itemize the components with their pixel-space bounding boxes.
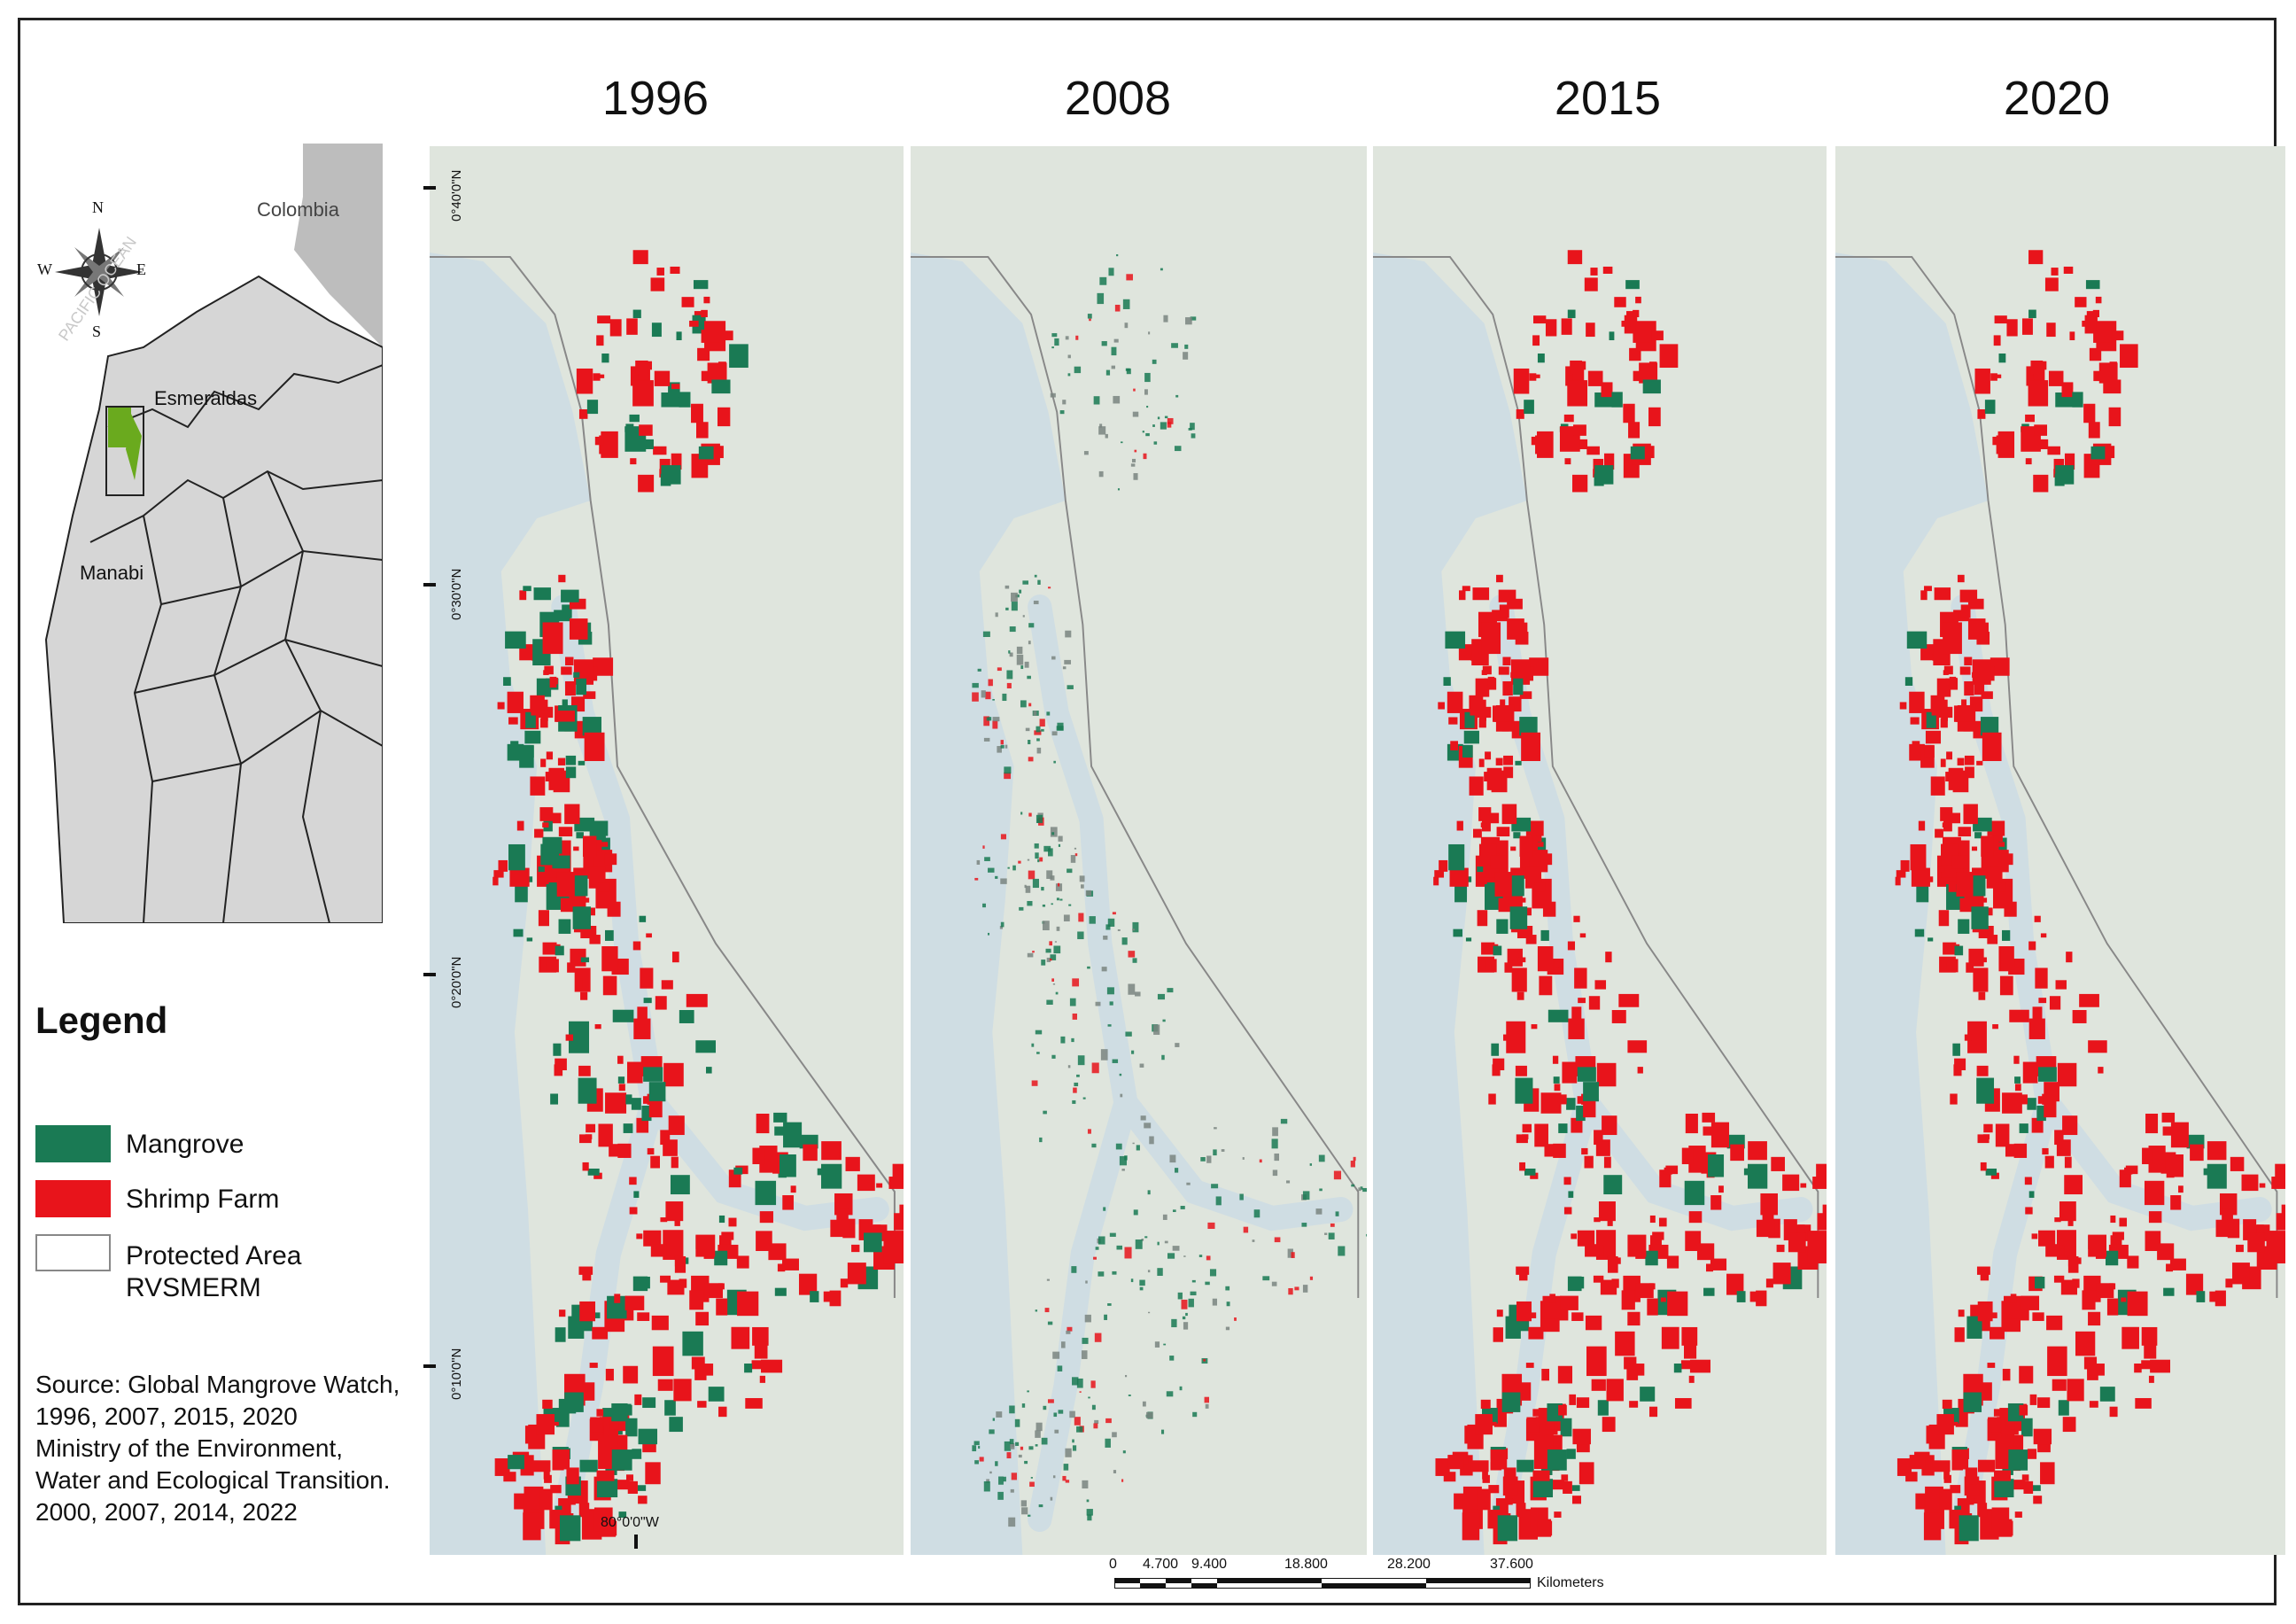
year-title-2008: 2008: [1064, 72, 1172, 125]
legend-swatch-protected-area: [35, 1234, 111, 1271]
map-panel-2020: [1835, 146, 2285, 1555]
lat-label-10: 0°10'0"N: [449, 1348, 464, 1400]
legend-label-protected-area: Protected Area RVSMERM: [126, 1241, 302, 1302]
source-text: Source: Global Mangrove Watch, 1996, 200…: [35, 1369, 407, 1528]
map-panel-1996: [430, 146, 904, 1555]
lat-tick: [423, 973, 436, 976]
year-title-2015: 2015: [1554, 72, 1662, 125]
source-line-2: 1996, 2007, 2015, 2020: [35, 1403, 298, 1430]
source-line-1: Source: Global Mangrove Watch,: [35, 1371, 400, 1398]
inset-label-colombia: Colombia: [257, 198, 339, 221]
scale-tick-9400: 9.400: [1191, 1557, 1228, 1572]
year-title-2020: 2020: [2003, 72, 2111, 125]
lat-tick: [423, 186, 436, 190]
legend-swatch-mangrove: [35, 1125, 111, 1162]
map-panel-2015: [1373, 146, 1827, 1555]
legend-title: Legend: [35, 999, 168, 1041]
lon-label: 80°0'0"W: [601, 1515, 659, 1530]
legend-swatch-shrimp-farm: [35, 1180, 111, 1217]
lat-label-20: 0°20'0"N: [449, 956, 464, 1008]
lon-tick: [634, 1535, 638, 1549]
legend-label-mangrove: Mangrove: [126, 1130, 244, 1159]
compass-e-label: E: [136, 260, 146, 278]
scale-unit-label: Kilometers: [1537, 1575, 1604, 1590]
lat-label-40: 0°40'0"N: [449, 169, 464, 221]
compass-rose-icon: [55, 228, 144, 316]
source-line-3: Ministry of the Environment, Water and E…: [35, 1434, 391, 1494]
scale-tick-0: 0: [1109, 1557, 1117, 1572]
lat-tick: [423, 583, 436, 587]
source-line-4: 2000, 2007, 2014, 2022: [35, 1498, 298, 1526]
legend-label-shrimp-farm: Shrimp Farm: [126, 1185, 280, 1214]
lat-label-30: 0°30'0"N: [449, 568, 464, 620]
compass-w-label: W: [37, 260, 52, 278]
lat-tick: [423, 1364, 436, 1368]
inset-label-manabi: Manabi: [80, 562, 144, 584]
scale-tick-18800: 18.800: [1284, 1557, 1328, 1572]
scale-tick-37600: 37.600: [1490, 1557, 1533, 1572]
location-inset-map: Colombia Esmeraldas Manabi PACIFIC OCEAN…: [37, 144, 383, 923]
scale-tick-4700: 4.700: [1143, 1557, 1179, 1572]
map-panel-2008: [911, 146, 1367, 1555]
compass-n-label: N: [92, 198, 104, 216]
compass-s-label: S: [92, 322, 102, 340]
inset-label-esmeraldas: Esmeraldas: [154, 387, 258, 409]
scale-tick-28200: 28.200: [1387, 1557, 1431, 1572]
year-title-1996: 1996: [601, 72, 710, 125]
scale-bar: [1113, 1577, 1532, 1589]
